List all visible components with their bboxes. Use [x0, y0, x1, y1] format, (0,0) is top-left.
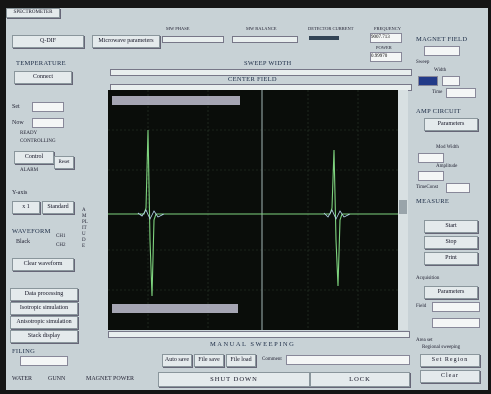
file-save-button[interactable]: File save [194, 354, 224, 367]
acq-parameters-button[interactable]: Parameters [424, 286, 478, 299]
tab[interactable]: SPECTROMETER [6, 8, 60, 18]
sweep-width-label: SWEEP WIDTH [244, 60, 292, 67]
center-field-label: CENTER FIELD [228, 76, 277, 83]
amplitude-field[interactable] [418, 171, 444, 181]
timeconst-label: TimeConst [416, 185, 438, 190]
mod-width-label: Mod Width [436, 145, 459, 150]
stack-button[interactable]: Stack display [10, 330, 78, 343]
anisotropic-button[interactable]: Anisotropic simulation [10, 316, 78, 329]
magnet-power-indicator: MAGNET POWER [86, 376, 134, 382]
magnet-field-label: MAGNET FIELD [416, 36, 467, 43]
set-label: Set [12, 104, 20, 110]
ch2-checkbox[interactable]: CH2 [56, 243, 65, 248]
reset-button[interactable]: Reset [54, 156, 74, 169]
power-label: POWER [376, 45, 392, 50]
gunn-indicator: GUNN [48, 376, 65, 382]
shutdown-button[interactable]: SHUT DOWN [158, 372, 310, 387]
mw-phase-slider[interactable] [162, 36, 224, 43]
area-set-label: Area set [416, 338, 433, 343]
auto-save-button[interactable]: Auto save [162, 354, 192, 367]
print-button[interactable]: Print [424, 252, 478, 265]
connect-button[interactable]: Connect [14, 71, 72, 84]
app-window: SPECTROMETER Q-DIF Microwave parameters … [6, 8, 488, 390]
regional-checkbox[interactable]: Regional sweeping [422, 345, 460, 350]
ch1-checkbox[interactable]: CH1 [56, 234, 65, 239]
qdif-button[interactable]: Q-DIF [12, 35, 84, 48]
frequency-value: 9007.713 [370, 33, 402, 43]
microwave-button[interactable]: Microwave parameters [92, 35, 160, 48]
amplitude-label: Amplitude [436, 164, 457, 169]
set-field[interactable] [32, 102, 64, 112]
y-axis-label: Y-axis [12, 190, 27, 196]
manual-sweeping-label: MANUAL SWEEPING [210, 341, 295, 348]
acquisition-label: Acquisition [416, 276, 439, 281]
clear-button[interactable]: Clear [420, 370, 480, 383]
alarm-indicator: ALARM [20, 168, 38, 173]
lock-button[interactable]: LOCK [310, 372, 410, 387]
y-axis-title: AMPLITUDE [82, 208, 88, 250]
data-processing-button[interactable]: Data processing [10, 288, 78, 301]
acq-field-label: Field [416, 304, 426, 309]
filing-label: FILING [12, 348, 35, 355]
isotropic-button[interactable]: Isotropic simulation [10, 302, 78, 315]
amp-parameters-button[interactable]: Parameters [424, 118, 478, 131]
stop-button[interactable]: Stop [424, 236, 478, 249]
clear-waveform-button[interactable]: Clear waveform [12, 258, 74, 271]
file-name-field[interactable] [20, 356, 68, 366]
page: SPECTROMETER Q-DIF Microwave parameters … [0, 0, 491, 394]
width-label: Width [434, 68, 446, 73]
water-indicator: WATER [12, 376, 32, 382]
comment-label: Comment [262, 357, 282, 362]
detector-bar [309, 36, 339, 40]
plot [108, 90, 408, 330]
manual-sweep-slider[interactable] [108, 331, 410, 338]
waveform-label: WAVEFORM [12, 228, 51, 235]
time-label: Time [432, 90, 442, 95]
top-readout [112, 96, 240, 105]
control-button[interactable]: Control [14, 151, 54, 164]
start-button[interactable]: Start [424, 220, 478, 233]
plot-background [108, 90, 408, 330]
timeconst-field[interactable] [446, 183, 470, 193]
mw-phase-label: MW PHASE [166, 26, 190, 31]
frequency-label: FREQUENCY [374, 26, 401, 31]
comment-field[interactable] [286, 355, 410, 365]
standard-button[interactable]: Standard [42, 201, 74, 214]
amp-circuit-label: AMP CIRCUIT [416, 108, 461, 115]
field-value [424, 46, 460, 56]
now-label: Now [12, 120, 24, 126]
width-unit[interactable] [442, 76, 460, 86]
mw-balance-slider[interactable] [232, 36, 298, 43]
controlling-indicator: CONTROLLING [20, 139, 56, 144]
measure-label: MEASURE [416, 198, 449, 205]
now-field [32, 118, 64, 128]
mod-width-field[interactable] [418, 153, 444, 163]
acq-field [432, 302, 480, 312]
temperature-label: TEMPERATURE [16, 60, 66, 67]
set-region-button[interactable]: Set Region [420, 354, 480, 367]
power-value: 0.99970 [370, 52, 402, 62]
time-field[interactable] [446, 88, 476, 98]
bottom-readout [112, 304, 238, 313]
mw-balance-label: MW BALANCE [246, 26, 277, 31]
ready-indicator: READY [20, 131, 37, 136]
black-checkbox[interactable]: Black [16, 239, 30, 245]
sweep-label: Sweep [416, 60, 429, 65]
y-scale-button[interactable]: x 1 [12, 201, 40, 214]
scroll-thumb[interactable] [399, 200, 407, 214]
sweep-width-slider[interactable] [110, 69, 412, 76]
width-field[interactable] [418, 76, 438, 86]
file-load-button[interactable]: File load [226, 354, 256, 367]
detector-label: DETECTOR CURRENT [308, 26, 354, 31]
acq-field-2 [432, 318, 480, 328]
